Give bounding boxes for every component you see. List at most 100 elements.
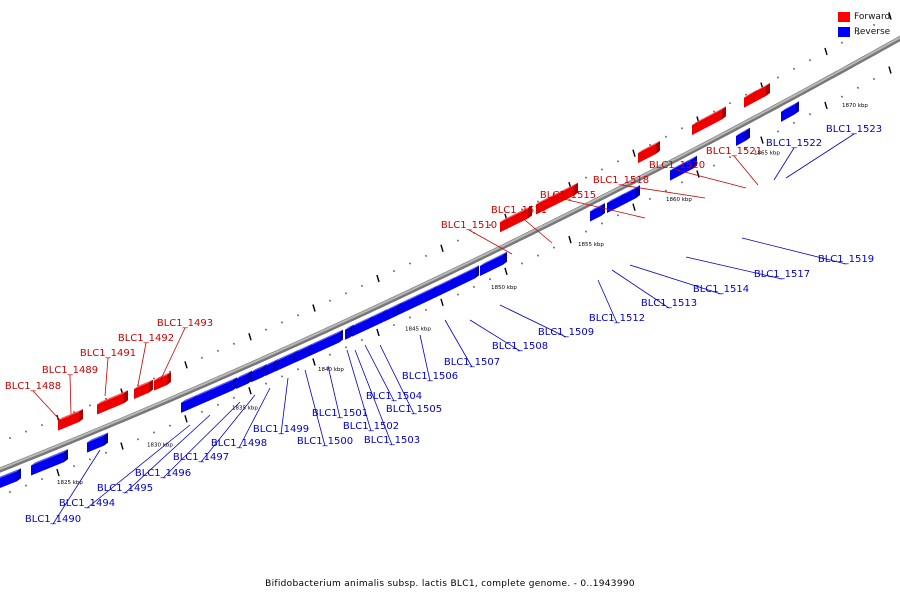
forward-gene[interactable] xyxy=(70,408,83,426)
forward-gene[interactable] xyxy=(692,106,726,136)
gene-label: BLC1_1489 xyxy=(42,365,98,376)
gene-leader-line xyxy=(124,414,211,494)
gene-label: BLC1_1520 xyxy=(649,160,705,171)
gene-label: BLC1_1509 xyxy=(538,327,594,338)
gene-leader-line xyxy=(468,229,513,255)
forward-gene[interactable] xyxy=(536,182,578,215)
gene-label: BLC1_1514 xyxy=(693,284,749,295)
gene-label: BLC1_1502 xyxy=(343,421,399,432)
gene-leader-line xyxy=(280,377,289,435)
forward-tick xyxy=(632,149,636,157)
reverse-tick xyxy=(568,235,572,244)
gene-label: BLC1_1511 xyxy=(491,205,547,216)
gene-leader-line xyxy=(104,357,109,397)
gene-label: BLC1_1523 xyxy=(826,124,882,135)
forward-gene[interactable] xyxy=(154,371,171,391)
gene-leader-line xyxy=(629,264,722,295)
reverse-gene[interactable] xyxy=(452,265,479,290)
gene-leader-line xyxy=(346,349,372,432)
reverse-gene[interactable] xyxy=(87,432,108,453)
backbone-highlight xyxy=(0,36,900,471)
ruler-label: 1825 kbp xyxy=(57,480,83,486)
gene-leader-line xyxy=(773,147,795,181)
gene-leader-line xyxy=(444,319,473,368)
reverse-swatch xyxy=(838,26,850,37)
gene-leader-line xyxy=(69,374,72,415)
gene-label: BLC1_1506 xyxy=(402,371,458,382)
gene-label: BLC1_1519 xyxy=(818,254,874,265)
gene-leader-line xyxy=(733,155,759,186)
gene-leader-line xyxy=(364,344,395,402)
forward-gene[interactable] xyxy=(754,82,770,103)
ruler-label: 1835 kbp xyxy=(232,406,258,412)
legend-reverse-label: Reverse xyxy=(854,26,891,37)
legend-reverse: Reverse xyxy=(838,24,890,39)
forward-gene[interactable] xyxy=(638,140,660,164)
reverse-gene[interactable] xyxy=(309,329,343,357)
reverse-gene[interactable] xyxy=(781,101,799,122)
reverse-tick xyxy=(696,170,700,178)
reverse-tick xyxy=(632,203,636,211)
gene-label: BLC1_1500 xyxy=(297,436,353,447)
forward-gene[interactable] xyxy=(134,379,153,399)
gene-label: BLC1_1497 xyxy=(173,452,229,463)
gene-label: BLC1_1503 xyxy=(364,435,420,446)
gene-label: BLC1_1498 xyxy=(211,438,267,449)
ruler-label: 1860 kbp xyxy=(666,197,692,203)
gene-leader-line xyxy=(469,319,521,352)
gene-label: BLC1_1517 xyxy=(754,269,810,280)
gene-leader-line xyxy=(200,394,256,463)
gene-label: BLC1_1493 xyxy=(157,318,213,329)
gene-leader-line xyxy=(597,279,618,324)
reverse-gene[interactable] xyxy=(736,127,750,146)
reverse-tick xyxy=(504,267,508,276)
gene-label: BLC1_1521 xyxy=(706,146,762,157)
gene-label: BLC1_1522 xyxy=(766,138,822,149)
ruler-label: 1870 kbp xyxy=(842,103,868,109)
gene-leader-line xyxy=(685,256,783,280)
gene-label: BLC1_1505 xyxy=(386,404,442,415)
legend-forward: Forward xyxy=(838,9,890,24)
gene-leader-line xyxy=(52,449,101,525)
gene-label: BLC1_1513 xyxy=(641,298,697,309)
forward-tick xyxy=(312,304,316,312)
gene-label: BLC1_1488 xyxy=(5,381,61,392)
ruler-label: 1865 kbp xyxy=(754,151,780,157)
gene-label: BLC1_1496 xyxy=(135,468,191,479)
legend-forward-label: Forward xyxy=(854,11,891,22)
gene-label: BLC1_1499 xyxy=(253,424,309,435)
reverse-tick xyxy=(824,101,828,110)
gene-label: BLC1_1490 xyxy=(25,514,81,525)
forward-tick xyxy=(888,12,892,20)
gene-label: BLC1_1510 xyxy=(441,220,497,231)
ruler-label: 1840 kbp xyxy=(318,367,344,373)
gene-leader-line xyxy=(785,133,855,179)
legend: Forward Reverse xyxy=(838,9,890,39)
gene-label: BLC1_1494 xyxy=(59,498,115,509)
reverse-tick xyxy=(120,442,124,450)
ruler-label: 1850 kbp xyxy=(491,285,517,291)
reverse-gene[interactable] xyxy=(622,185,640,206)
gene-leader-line xyxy=(611,269,670,309)
reverse-gene[interactable] xyxy=(670,155,697,181)
gene-leader-line xyxy=(86,424,191,509)
gene-leader-line xyxy=(159,327,186,382)
genome-caption: Bifidobacterium animalis subsp. lactis B… xyxy=(265,579,635,589)
gene-label: BLC1_1495 xyxy=(97,483,153,494)
reverse-gene[interactable] xyxy=(31,449,68,476)
forward-tick xyxy=(184,361,188,369)
reverse-gene[interactable] xyxy=(236,370,252,389)
forward-gene[interactable] xyxy=(500,205,532,233)
reverse-gene[interactable] xyxy=(480,251,507,276)
reverse-tick xyxy=(760,136,764,144)
ruler-label: 1855 kbp xyxy=(578,242,604,248)
forward-gene[interactable] xyxy=(97,390,128,415)
forward-tick xyxy=(248,333,252,341)
reverse-tick xyxy=(440,298,444,306)
reverse-gene[interactable] xyxy=(0,468,21,489)
gene-leader-line xyxy=(162,401,241,479)
gene-label: BLC1_1515 xyxy=(540,190,596,201)
gene-leader-line xyxy=(741,237,847,265)
gene-label: BLC1_1504 xyxy=(366,391,422,402)
reverse-gene[interactable] xyxy=(251,363,267,383)
